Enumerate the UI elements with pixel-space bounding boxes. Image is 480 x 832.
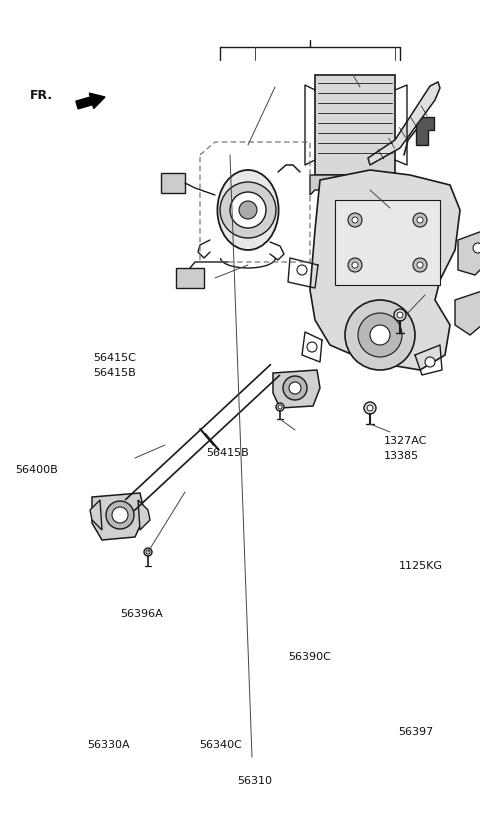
Circle shape: [283, 376, 307, 400]
Circle shape: [144, 548, 152, 556]
Circle shape: [413, 213, 427, 227]
Ellipse shape: [217, 170, 278, 250]
Circle shape: [417, 217, 423, 223]
Text: 56396A: 56396A: [120, 609, 163, 619]
Circle shape: [352, 217, 358, 223]
Polygon shape: [335, 200, 440, 285]
Polygon shape: [310, 175, 400, 195]
Polygon shape: [455, 290, 480, 335]
Text: 56340C: 56340C: [199, 740, 242, 750]
Circle shape: [364, 402, 376, 414]
Polygon shape: [368, 82, 440, 165]
Polygon shape: [90, 500, 102, 530]
Circle shape: [297, 265, 307, 275]
Polygon shape: [315, 75, 395, 175]
Circle shape: [358, 313, 402, 357]
Circle shape: [146, 550, 150, 554]
Circle shape: [370, 325, 390, 345]
Circle shape: [289, 382, 301, 394]
Polygon shape: [416, 117, 434, 145]
Text: 56397: 56397: [398, 727, 433, 737]
Text: 56310: 56310: [237, 776, 272, 786]
Circle shape: [307, 342, 317, 352]
Polygon shape: [310, 170, 460, 370]
Circle shape: [106, 501, 134, 529]
Polygon shape: [161, 173, 185, 193]
Circle shape: [425, 357, 435, 367]
Text: 1125KG: 1125KG: [398, 561, 443, 571]
Circle shape: [367, 405, 373, 411]
Polygon shape: [92, 493, 145, 540]
Circle shape: [112, 507, 128, 523]
Circle shape: [348, 258, 362, 272]
Circle shape: [352, 262, 358, 268]
Text: 1327AC: 1327AC: [384, 436, 427, 446]
Text: FR.: FR.: [30, 89, 53, 102]
Circle shape: [473, 243, 480, 253]
Circle shape: [417, 262, 423, 268]
FancyArrow shape: [76, 93, 105, 109]
Polygon shape: [273, 370, 320, 408]
Circle shape: [230, 192, 266, 228]
Text: 56415B: 56415B: [94, 368, 136, 378]
Polygon shape: [176, 268, 204, 288]
Circle shape: [276, 403, 284, 411]
Polygon shape: [138, 500, 150, 530]
Text: 56400B: 56400B: [15, 465, 58, 475]
Circle shape: [239, 201, 257, 219]
Text: 13385: 13385: [384, 451, 419, 461]
Circle shape: [348, 213, 362, 227]
Polygon shape: [458, 230, 480, 275]
Circle shape: [394, 309, 406, 321]
Circle shape: [220, 182, 276, 238]
Text: 56415C: 56415C: [94, 353, 136, 363]
Circle shape: [397, 312, 403, 318]
Circle shape: [413, 258, 427, 272]
Circle shape: [345, 300, 415, 370]
Text: 56390C: 56390C: [288, 652, 331, 662]
Text: 56330A: 56330A: [87, 740, 130, 750]
Circle shape: [278, 405, 282, 409]
Text: 56415B: 56415B: [206, 448, 249, 458]
